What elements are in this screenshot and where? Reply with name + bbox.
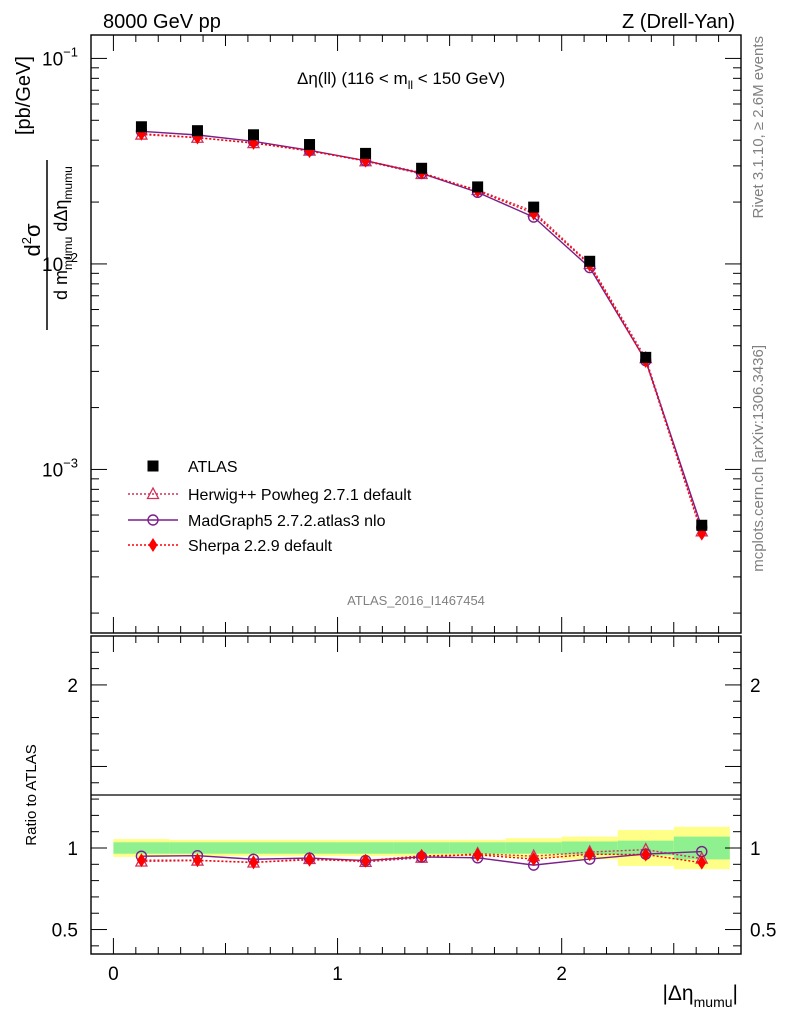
uncertainty-band-inner <box>505 842 562 854</box>
ratio-panel: 0.5 0.5 1 1 2 2 0 1 2 Ratio to ATLAS |Δηmumu| <box>23 635 777 1010</box>
energy-label: 8000 GeV pp <box>103 11 221 33</box>
ratio-y-tick-label-right: 0.5 <box>750 921 776 942</box>
x-tick-label: 1 <box>332 964 343 985</box>
data-point <box>360 147 372 159</box>
mcplots-label: mcplots.cern.ch [arXiv:1306.3436] <box>750 345 767 572</box>
data-point <box>472 181 484 193</box>
ratio-point <box>585 847 595 862</box>
legend: ATLAS Herwig++ Powheg 2.7.1 default MadGra… <box>128 459 412 555</box>
legend-marker <box>148 538 158 552</box>
legend-label: Herwig++ Powheg 2.7.1 default <box>188 487 412 504</box>
data-point <box>696 519 708 531</box>
x-tick-label: 2 <box>556 964 567 985</box>
y-tick-label: 10−1 <box>42 44 78 70</box>
uncertainty-band-inner <box>337 842 394 854</box>
ratio-point <box>697 855 707 870</box>
x-axis-label: |Δηmumu| <box>662 982 738 1010</box>
ratio-point <box>305 852 315 867</box>
ratio-y-tick-label-right: 1 <box>750 839 761 860</box>
ratio-y-axis-label: Ratio to ATLAS <box>23 744 40 845</box>
data-point <box>584 255 596 267</box>
data-point <box>191 125 203 137</box>
data-point <box>136 126 146 141</box>
ratio-point <box>136 853 146 868</box>
ratio-tick-labels: 0.5 0.5 1 1 2 2 0 1 2 <box>52 676 777 985</box>
svg-text:d2σ: d2σ <box>19 223 45 256</box>
main-panel-frame <box>90 34 742 634</box>
data-point <box>304 139 316 151</box>
y-tick-label: 10−3 <box>42 455 78 481</box>
legend-marker <box>147 514 159 526</box>
svg-text:d mmumu dΔηmumu: d mmumu dΔηmumu <box>51 166 75 300</box>
main-y-axis-label: d2σ d mmumu dΔηmumu [pb/GeV] <box>13 56 75 330</box>
ratio-point <box>529 852 539 867</box>
ratio-point <box>641 847 651 862</box>
ratio-point <box>361 853 371 868</box>
uncertainty-band-inner <box>281 842 338 854</box>
legend-marker <box>147 460 159 472</box>
data-point <box>640 351 652 363</box>
series-line <box>141 133 703 534</box>
data-point <box>528 201 540 213</box>
legend-marker <box>146 486 160 500</box>
legend-label: MadGraph5 2.7.2.atlas3 nlo <box>188 513 386 530</box>
ratio-point <box>192 853 202 868</box>
ratio-series-group <box>134 842 709 871</box>
ratio-panel-frame <box>90 635 742 955</box>
uncertainty-band-inner <box>225 842 282 854</box>
ratio-y-tick-label-right: 2 <box>750 676 761 697</box>
data-point <box>416 162 428 174</box>
ratio-point <box>473 847 483 862</box>
x-tick-label: 0 <box>108 964 119 985</box>
ratio-point <box>249 855 258 870</box>
ratio-axis-ticks <box>91 635 741 954</box>
main-axis-ticks <box>91 35 741 633</box>
ratio-y-tick-label: 2 <box>67 676 78 697</box>
legend-label: Sherpa 2.2.9 default <box>188 538 333 555</box>
plot-title: Δη(ll) (116 < mll < 150 GeV) <box>297 69 505 92</box>
ratio-y-tick-label: 0.5 <box>52 921 78 942</box>
process-label: Z (Drell-Yan) <box>622 11 735 33</box>
data-point <box>248 129 259 141</box>
ratio-point <box>417 848 427 863</box>
uncertainty-band-inner <box>113 842 170 854</box>
data-point <box>135 121 147 133</box>
uncertainty-band-inner <box>673 836 730 860</box>
uncertainty-band-inner <box>393 842 450 854</box>
main-panel: 10−110−210−3 Δη(ll) (116 < mll < 150 GeV… <box>13 34 742 634</box>
uncertainty-band-inner <box>169 842 226 854</box>
analysis-watermark: ATLAS_2016_I1467454 <box>347 593 485 608</box>
ratio-y-tick-label: 1 <box>67 839 78 860</box>
main-series-group <box>134 121 709 541</box>
rivet-version-label: Rivet 3.1.10, ≥ 2.6M events <box>750 36 767 219</box>
svg-text:[pb/GeV]: [pb/GeV] <box>13 56 35 135</box>
legend-label: ATLAS <box>188 459 238 476</box>
